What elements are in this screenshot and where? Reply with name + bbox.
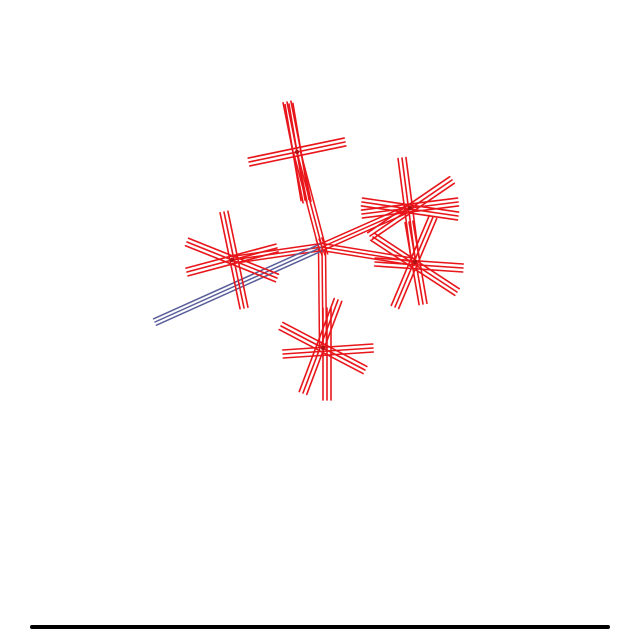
atom-bottom-stroke-2-strand: [282, 351, 375, 359]
atom-bottom-stroke-1-strand: [282, 321, 368, 368]
bond-center-right-lower-strand: [321, 242, 417, 260]
atom-right-lower: [412, 259, 418, 265]
atom-right-upper-stroke-2-strand: [371, 182, 456, 241]
atom-left-stroke-2-strand: [185, 243, 277, 269]
atom-right-lower-stroke-2-strand: [374, 261, 464, 269]
atom-bottom: [320, 345, 326, 351]
atom-center-stroke-strand: [318, 238, 326, 256]
atom-top-stroke-2-strand: [284, 103, 302, 202]
atom-right-lower-stroke-0-strand: [397, 217, 438, 310]
atom-right-lower-stroke-2-strand: [373, 265, 464, 273]
baseline-rule: [30, 625, 610, 629]
atom-bottom-stroke-2-strand: [282, 347, 374, 355]
atom-center-stroke: [315, 237, 329, 257]
atom-left-stroke-2-strand: [187, 251, 279, 277]
bond-center-left-strand: [230, 242, 323, 258]
bond-center-tail-strand: [152, 243, 322, 320]
atom-right-upper-stroke-1-strand: [361, 205, 460, 219]
bond-center-bottom-strand: [317, 246, 321, 349]
atom-right-lower-stroke-3-strand: [404, 221, 420, 306]
atom-center-stroke-strand: [315, 239, 323, 257]
atom-left: [229, 257, 235, 263]
atom-right-upper-stroke-3-strand: [360, 205, 459, 221]
atom-center-stroke-strand: [321, 237, 329, 255]
bond-center-right-lower: [320, 242, 417, 267]
atom-top: [294, 149, 300, 155]
atom-bottom-stroke-3: [322, 307, 332, 401]
atom-right-upper-stroke-3-strand: [361, 197, 460, 213]
atom-right-lower-stroke-3-strand: [412, 220, 428, 305]
atom-right-upper: [407, 205, 413, 211]
atom-top-stroke-2-strand: [292, 102, 310, 201]
